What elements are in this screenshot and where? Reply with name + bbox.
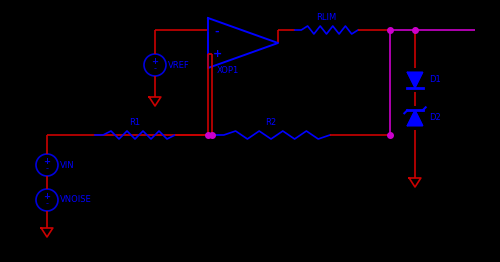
Text: -: - bbox=[154, 64, 156, 73]
Text: D2: D2 bbox=[429, 113, 441, 123]
Text: +: + bbox=[44, 157, 51, 166]
Text: -: - bbox=[46, 164, 48, 173]
Text: RLIM: RLIM bbox=[316, 13, 336, 22]
Polygon shape bbox=[408, 72, 422, 88]
Text: +: + bbox=[212, 49, 222, 59]
Text: +: + bbox=[44, 192, 51, 201]
Polygon shape bbox=[408, 110, 422, 126]
Text: R1: R1 bbox=[130, 118, 140, 127]
Text: -: - bbox=[46, 199, 48, 208]
Text: XOP1: XOP1 bbox=[217, 66, 239, 75]
Text: VNOISE: VNOISE bbox=[60, 195, 92, 205]
Text: R2: R2 bbox=[266, 118, 276, 127]
Text: VIN: VIN bbox=[60, 161, 74, 170]
Text: VREF: VREF bbox=[168, 61, 190, 69]
Text: -: - bbox=[214, 27, 220, 37]
Text: D1: D1 bbox=[429, 75, 441, 85]
Text: +: + bbox=[152, 57, 158, 66]
